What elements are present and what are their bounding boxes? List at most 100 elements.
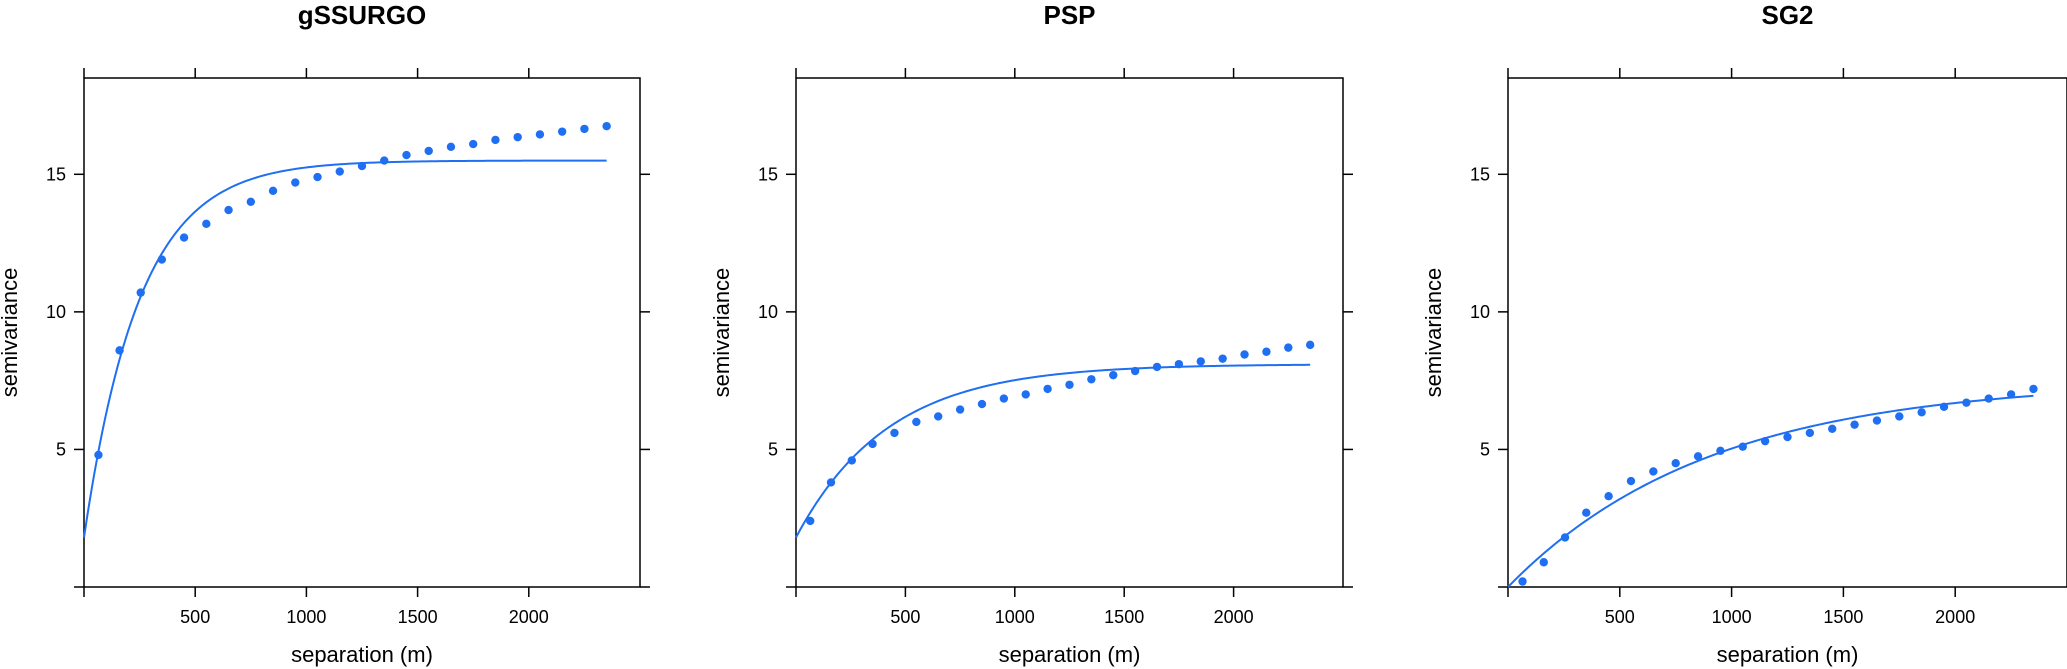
x-tick-label: 1000: [1712, 607, 1752, 627]
data-point: [1043, 384, 1052, 394]
y-tick-label: 15: [46, 164, 66, 184]
data-point: [1649, 467, 1658, 476]
data-point: [580, 124, 589, 134]
x-axis-label: separation (m): [1717, 642, 1859, 667]
data-point: [157, 255, 167, 264]
plot-frame: [1507, 77, 2067, 588]
x-tick-label: 2000: [509, 607, 549, 627]
data-point: [1828, 424, 1837, 433]
data-point: [136, 288, 145, 297]
chart-title: SG2: [1761, 0, 1813, 30]
plot-frame: [83, 77, 641, 588]
chart-panel-3: 500 1000 1500 2000 5 10 15 SG2 separation (m) sem…: [1421, 0, 2067, 667]
x-tick-label: 1000: [286, 607, 326, 627]
data-point: [1783, 432, 1792, 442]
data-point: [602, 121, 611, 131]
y-tick-label: 10: [46, 302, 66, 322]
data-point: [380, 156, 389, 165]
data-point: [1174, 359, 1184, 369]
data-point: [557, 127, 567, 136]
data-point: [806, 516, 815, 526]
y-tick-label: 15: [1470, 164, 1490, 184]
data-point: [1539, 558, 1548, 567]
data-point: [115, 346, 124, 355]
data-point: [1604, 492, 1613, 501]
y-axis-label: semivariance: [0, 268, 22, 398]
data-point: [868, 439, 877, 449]
data-point: [1805, 428, 1815, 438]
data-point: [469, 139, 478, 149]
data-point: [999, 394, 1009, 403]
data-point: [491, 135, 500, 145]
data-point: [1152, 362, 1162, 372]
x-tick-label: 1000: [995, 607, 1035, 627]
data-point: [1850, 420, 1859, 429]
data-point: [1962, 398, 1971, 407]
data-point: [1671, 458, 1680, 468]
y-tick-label: 5: [1480, 439, 1490, 459]
model-fit-line: [1507, 394, 2034, 588]
data-point: [446, 142, 456, 151]
data-point: [1065, 380, 1074, 389]
data-point: [1087, 375, 1096, 384]
data-point: [1716, 446, 1725, 456]
data-point: [934, 412, 943, 421]
chart-title: PSP: [1043, 0, 1095, 30]
chart-panel-1: 500 1000 1500 2000 5 10 15 gSSURGO separation (m…: [0, 0, 650, 667]
data-point: [2006, 390, 2016, 399]
x-tick-label: 2000: [1935, 607, 1975, 627]
data-point: [268, 186, 278, 196]
data-point: [357, 161, 367, 171]
data-point: [912, 417, 921, 427]
data-point: [1196, 357, 1205, 366]
x-tick-label: 1500: [1823, 607, 1863, 627]
y-axis-label: semivariance: [709, 268, 734, 398]
data-point: [890, 428, 899, 438]
data-point: [1895, 412, 1904, 421]
data-point: [1582, 508, 1591, 517]
y-axis-label: semivariance: [1421, 268, 1446, 398]
data-point: [1109, 370, 1118, 380]
x-axis-label: separation (m): [999, 642, 1141, 667]
x-tick-label: 1500: [398, 607, 438, 627]
data-point: [224, 205, 233, 215]
data-point: [313, 172, 322, 182]
data-point: [535, 130, 545, 139]
data-point: [1760, 436, 1770, 446]
data-point: [826, 478, 836, 487]
data-point: [847, 456, 856, 465]
data-point: [1917, 408, 1926, 417]
model-fit-line: [83, 159, 607, 538]
data-point: [1626, 476, 1636, 486]
data-point: [977, 399, 987, 409]
x-tick-label: 1500: [1104, 607, 1144, 627]
data-point: [1284, 343, 1293, 352]
data-point: [202, 219, 211, 229]
data-point: [424, 146, 433, 156]
y-tick-label: 10: [1470, 302, 1490, 322]
data-point: [1560, 533, 1570, 542]
data-point: [179, 233, 189, 242]
data-point: [1262, 347, 1271, 356]
plot-frame: [795, 77, 1344, 588]
data-point: [1130, 366, 1140, 376]
data-point: [2029, 384, 2038, 394]
x-tick-label: 500: [1605, 607, 1635, 627]
data-point: [1305, 340, 1315, 350]
x-tick-label: 500: [890, 607, 920, 627]
chart-panel-2: 500 1000 1500 2000 5 10 15 PSP separation (m) sem…: [709, 0, 1353, 667]
data-point: [1693, 452, 1703, 461]
data-point: [335, 167, 344, 176]
x-tick-label: 2000: [1214, 607, 1254, 627]
data-point: [1872, 416, 1882, 425]
x-tick-label: 500: [180, 607, 210, 627]
y-tick-label: 15: [758, 164, 778, 184]
y-tick-label: 5: [56, 439, 66, 459]
data-point: [1518, 577, 1527, 586]
data-point: [1021, 390, 1030, 399]
data-point: [513, 132, 522, 142]
data-point: [955, 405, 965, 414]
y-tick-label: 10: [758, 302, 778, 322]
data-point: [291, 178, 300, 187]
